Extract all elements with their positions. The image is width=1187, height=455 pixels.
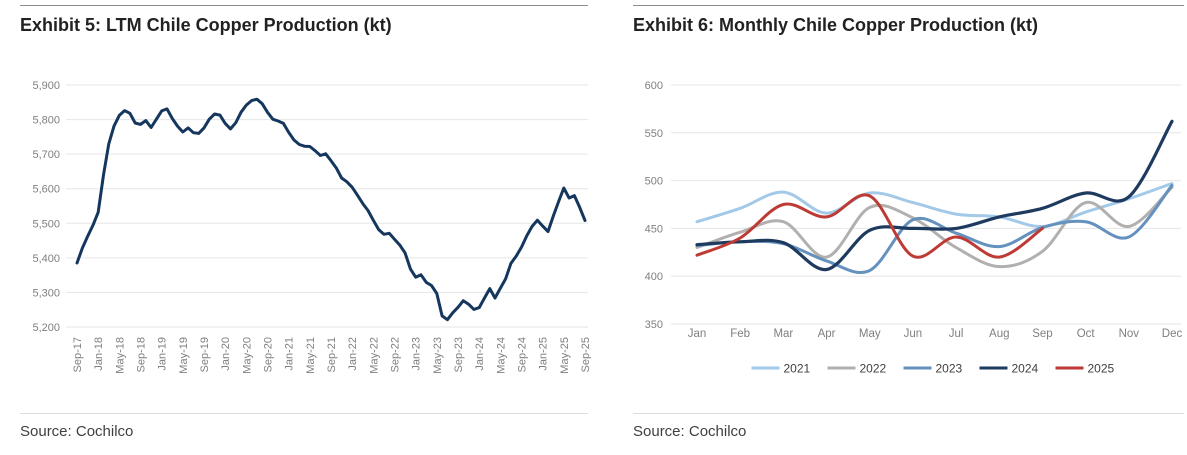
- legend-item-2023: 2023: [903, 362, 963, 376]
- x-axis-label: Feb: [730, 328, 750, 340]
- y-axis-label: 5,900: [32, 80, 60, 92]
- y-axis-label: 5,800: [32, 115, 60, 127]
- x-axis-label: Jan-25: [538, 337, 550, 371]
- x-axis-label: May-21: [305, 337, 317, 374]
- legend-item-2021: 2021: [751, 362, 811, 376]
- y-axis-label: 5,300: [32, 287, 60, 299]
- monthly-production-chart: 350 400 450 500 550 600 Jan Feb Mar Apr May Jun Jul A…: [645, 80, 1183, 376]
- x-axis-label: May-20: [241, 337, 253, 374]
- ltm-production-chart: 5,200 5,300 5,400 5,500 5,600 5,700 5,800 5,900…: [32, 80, 591, 374]
- x-axis-labels: Sep-17 Jan-18 May-18 Sep-18 Jan-19 May-19 Sep-…: [72, 337, 591, 374]
- legend-label: 2025: [1088, 362, 1115, 376]
- x-axis-label: Sep-21: [326, 337, 338, 372]
- exhibit6-source: Source: Cochilco: [633, 423, 747, 440]
- x-axis-label: Jan-20: [220, 337, 232, 371]
- x-axis-label: Jan-19: [157, 337, 169, 371]
- panel-top-rule: [20, 5, 588, 6]
- exhibit5-panel: Exhibit 5: LTM Chile Copper Production (…: [20, 0, 591, 455]
- x-axis-label: May-25: [559, 337, 571, 374]
- x-axis-label: May-19: [178, 337, 190, 374]
- y-axis-label: 350: [645, 319, 663, 331]
- x-axis-label: Mar: [773, 328, 793, 340]
- x-axis-label: May-23: [432, 337, 444, 374]
- x-axis-label: Jan-21: [284, 337, 296, 371]
- x-axis-label: Jan-22: [347, 337, 359, 371]
- series-line-2021: [695, 182, 1174, 229]
- legend-item-2022: 2022: [827, 362, 887, 376]
- x-axis-label: Aug: [989, 328, 1009, 340]
- x-axis-label: Sep: [1032, 328, 1052, 340]
- y-axis-label: 5,600: [32, 184, 60, 196]
- panel-top-rule: [633, 5, 1184, 6]
- chart-legend: 2021 2022 2023 2024 2025: [751, 362, 1115, 376]
- source-divider: [20, 413, 588, 414]
- x-axis-label: Apr: [818, 328, 836, 340]
- x-axis-label: Sep-20: [263, 337, 275, 372]
- x-axis-label: Jan-23: [411, 337, 423, 371]
- y-axis-label: 5,700: [32, 149, 60, 161]
- y-axis-label: 450: [645, 223, 663, 235]
- legend-label: 2023: [936, 362, 963, 376]
- y-axis-label: 5,500: [32, 218, 60, 230]
- y-axis-label: 550: [645, 128, 663, 140]
- x-axis-label: Jan-24: [474, 337, 486, 371]
- source-divider: [633, 413, 1184, 414]
- x-axis-label: May-18: [114, 337, 126, 374]
- y-axis-label: 400: [645, 271, 663, 283]
- x-axis-label: Oct: [1077, 328, 1096, 340]
- series-line-2025: [695, 193, 1044, 259]
- legend-item-2024: 2024: [979, 362, 1039, 376]
- series-line-2024: [695, 119, 1174, 272]
- y-axis-label: 5,400: [32, 253, 60, 265]
- y-axis-label: 5,200: [32, 322, 60, 334]
- x-axis-label: Nov: [1119, 328, 1140, 340]
- x-axis-label: Sep-18: [136, 337, 148, 372]
- y-axis-label: 600: [645, 80, 663, 92]
- legend-item-2025: 2025: [1055, 362, 1115, 376]
- x-axis-label: Dec: [1162, 328, 1183, 340]
- x-axis-label: May: [859, 328, 881, 340]
- x-axis-label: Jan-18: [93, 337, 105, 371]
- x-axis-label: Jan: [688, 328, 707, 340]
- exhibit6-panel: Exhibit 6: Monthly Chile Copper Producti…: [633, 0, 1187, 455]
- y-axis-label: 500: [645, 176, 663, 188]
- x-axis-label: Sep-22: [390, 337, 402, 372]
- x-axis-label: Sep-23: [453, 337, 465, 372]
- exhibit5-source: Source: Cochilco: [20, 423, 134, 440]
- y-axis-labels: 5,200 5,300 5,400 5,500 5,600 5,700 5,800 5,900: [32, 80, 60, 334]
- x-axis-label: Jun: [904, 328, 923, 340]
- legend-label: 2024: [1012, 362, 1039, 376]
- y-axis-labels: 350 400 450 500 550 600: [645, 80, 663, 331]
- legend-label: 2021: [784, 362, 811, 376]
- x-axis-label: Jul: [949, 328, 964, 340]
- x-axis-label: Sep-17: [72, 337, 84, 372]
- x-axis-label: Sep-24: [517, 337, 529, 372]
- x-axis-label: Sep-19: [199, 337, 211, 372]
- x-axis-label: May-22: [368, 337, 380, 374]
- legend-label: 2022: [860, 362, 887, 376]
- x-axis-labels: Jan Feb Mar Apr May Jun Jul Aug Sep Oct Nov Dec: [688, 328, 1183, 340]
- exhibit5-title: Exhibit 5: LTM Chile Copper Production (…: [20, 15, 392, 35]
- x-axis-label: Sep-25: [580, 337, 591, 372]
- x-axis-label: May-24: [495, 337, 507, 374]
- exhibit6-title: Exhibit 6: Monthly Chile Copper Producti…: [633, 15, 1038, 35]
- gridlines: [671, 84, 1181, 325]
- series-line-ltm-chile-copper-production-(kt): [75, 97, 587, 322]
